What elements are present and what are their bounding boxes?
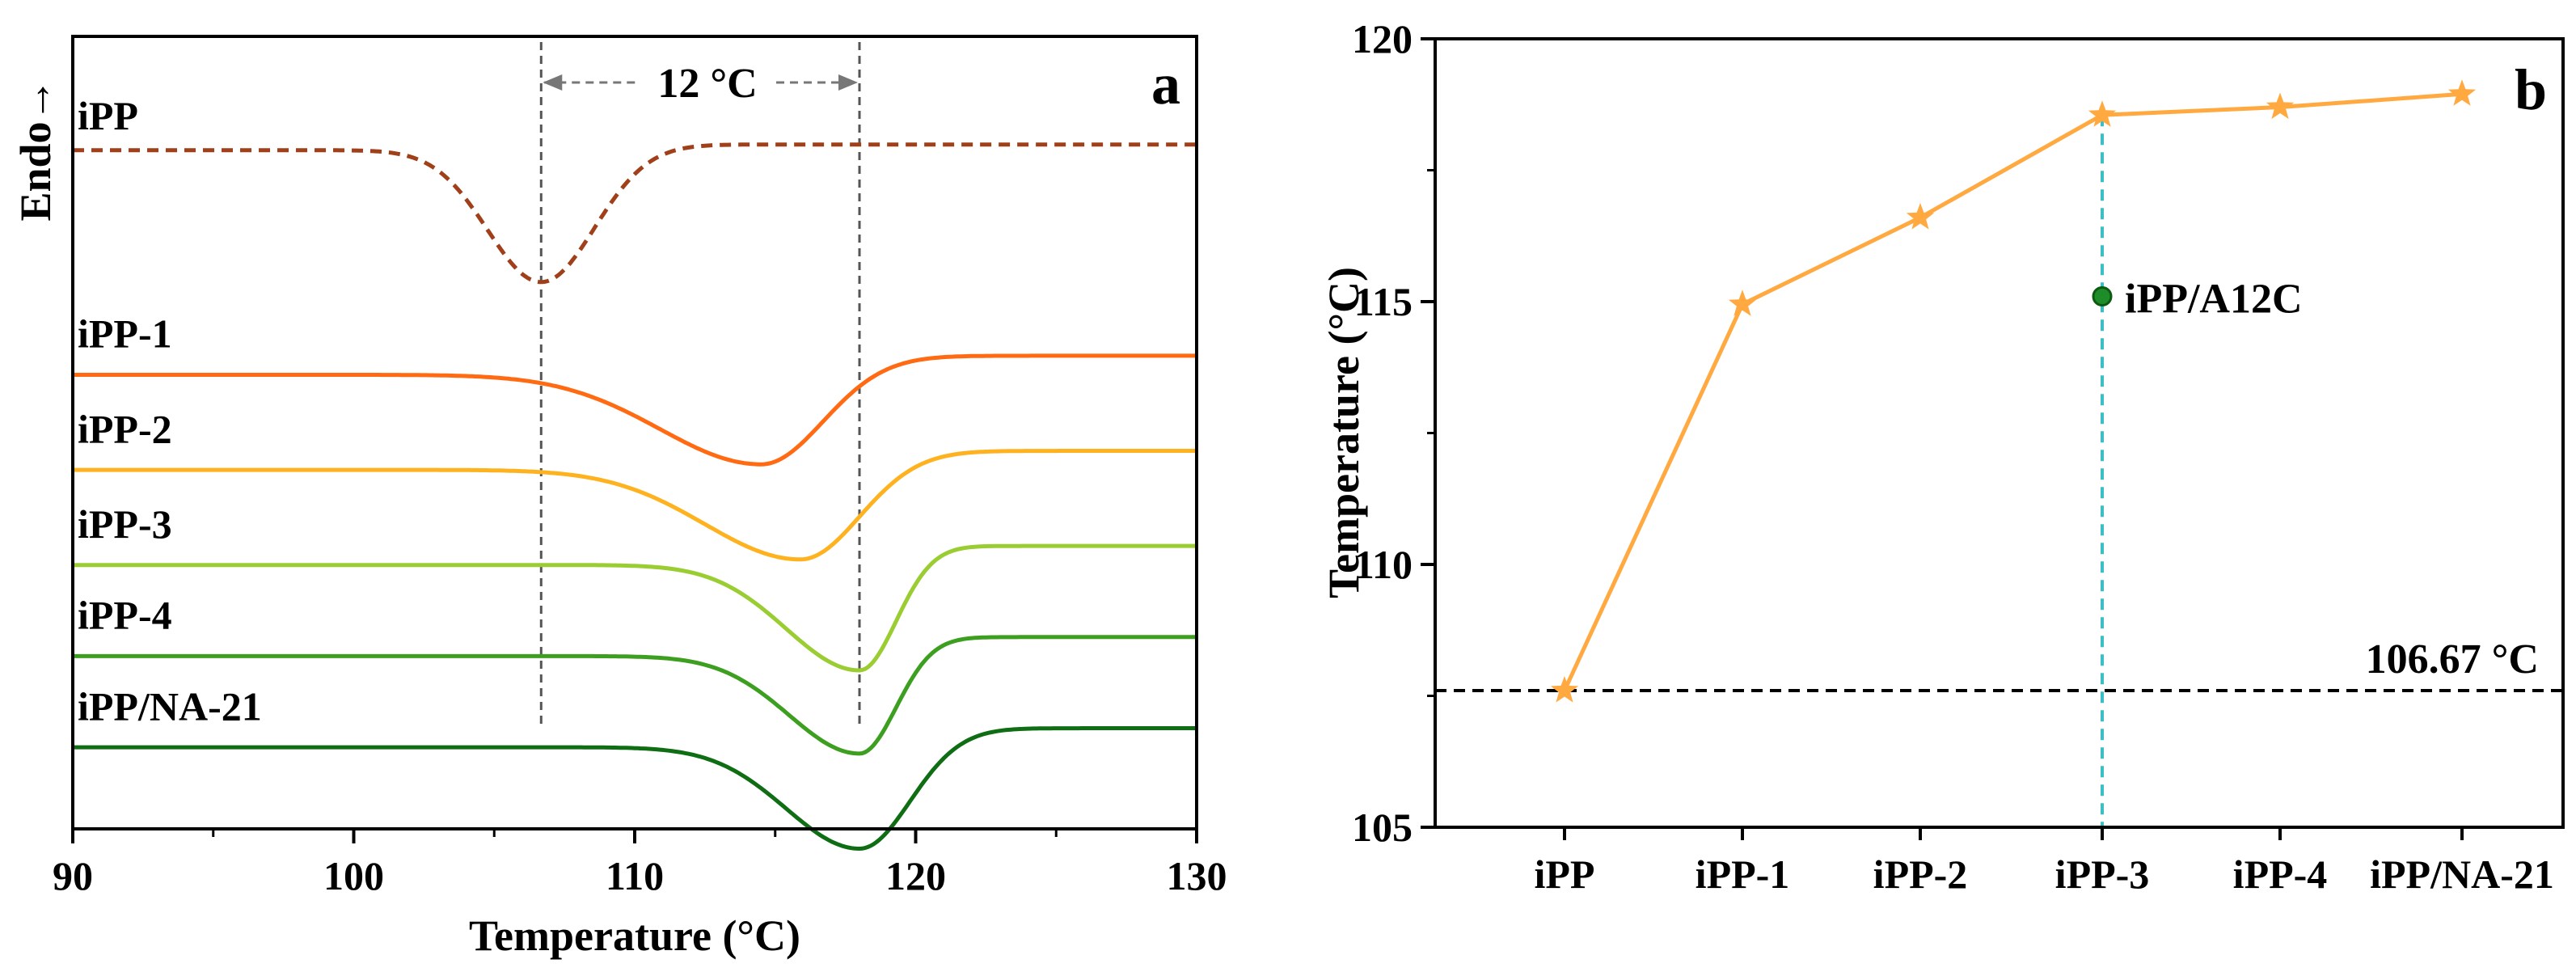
- x-tick-label: iPP: [1535, 852, 1595, 897]
- x-tick-label: 130: [1167, 853, 1227, 898]
- y-tick-label: 105: [1352, 805, 1413, 850]
- reference-lines-b: 106.67 °C: [1435, 115, 2563, 827]
- curve-label-ipp-2: iPP-2: [78, 406, 172, 451]
- x-tick-label: 100: [323, 853, 384, 898]
- arrowhead-right: [838, 74, 858, 91]
- y-tick-label: 110: [1354, 542, 1413, 587]
- reference-lines: [539, 42, 861, 728]
- panel-a: iPP iPP-1 iPP-2 iPP-3 iPP-4 iPP/NA-21 90 100 11…: [11, 35, 1227, 960]
- star-marker: [2447, 79, 2477, 106]
- series-line: [1562, 91, 2463, 692]
- curve-ipp: [73, 142, 1197, 285]
- curve-ipp-4: [73, 635, 1197, 756]
- point-marker: [2092, 286, 2113, 306]
- curve-ipp-3: [73, 543, 1197, 673]
- panel-letter-b: b: [2515, 57, 2547, 122]
- y-axis-title-a: Endo→: [11, 78, 60, 221]
- y-tick-label: 115: [1354, 279, 1413, 324]
- x-tick-label: 110: [606, 853, 664, 898]
- x-tick-label: iPP-1: [1696, 852, 1790, 897]
- arrowhead-left: [543, 74, 563, 91]
- curve-labels: iPP iPP-1 iPP-2 iPP-3 iPP-4 iPP/NA-21: [78, 93, 262, 729]
- curve-ipp-na-21: [73, 726, 1197, 852]
- y-axis-b: 105 110 115 120: [1352, 16, 1435, 850]
- x-tick-label: iPP-2: [1873, 852, 1968, 897]
- curve-label-ipp: iPP: [78, 93, 138, 138]
- curve-label-ipp-1: iPP-1: [78, 311, 172, 357]
- x-tick-label: iPP-3: [2055, 852, 2150, 897]
- star-marker: [1728, 289, 1757, 316]
- star-marker: [2088, 100, 2117, 127]
- dsc-curves: [73, 142, 1197, 852]
- x-tick-label: 90: [53, 853, 93, 898]
- curve-label-ipp-na-21: iPP/NA-21: [78, 683, 262, 729]
- star-marker: [2266, 92, 2295, 120]
- x-axis-b: iPP iPP-1 iPP-2 iPP-3 iPP-4 iPP/NA-21: [1535, 827, 2554, 897]
- x-tick-label: iPP/NA-21: [2370, 852, 2554, 897]
- star-marker: [1550, 676, 1579, 703]
- reference-hline-label: 106.67 °C: [2366, 636, 2539, 683]
- x-tick-label: iPP-4: [2233, 852, 2328, 897]
- series-b: iPP/A12C: [1550, 79, 2477, 703]
- curve-label-ipp-3: iPP-3: [78, 501, 172, 547]
- x-axis-title-a: Temperature (°C): [469, 911, 800, 960]
- x-axis-a: 90 100 110 120 130: [53, 829, 1227, 898]
- plot-frame-b: [1434, 37, 2565, 829]
- star-marker: [1906, 203, 1935, 230]
- y-axis-title-b: Temperature (°C): [1320, 267, 1368, 598]
- panel-letter-a: a: [1151, 52, 1180, 116]
- delta-label: 12 °C: [657, 61, 757, 107]
- y-tick-label: 120: [1352, 16, 1413, 61]
- point-label: iPP/A12C: [2125, 277, 2303, 323]
- curve-ipp-2: [73, 449, 1197, 562]
- curve-ipp-1: [73, 353, 1197, 467]
- delta-annotation: 12 °C: [543, 61, 858, 107]
- panel-b: 106.67 °C iPP/A12C 105 110 115 120 iPP iPP-1…: [1320, 16, 2565, 897]
- x-tick-label: 120: [885, 853, 946, 898]
- curve-label-ipp-4: iPP-4: [78, 593, 172, 638]
